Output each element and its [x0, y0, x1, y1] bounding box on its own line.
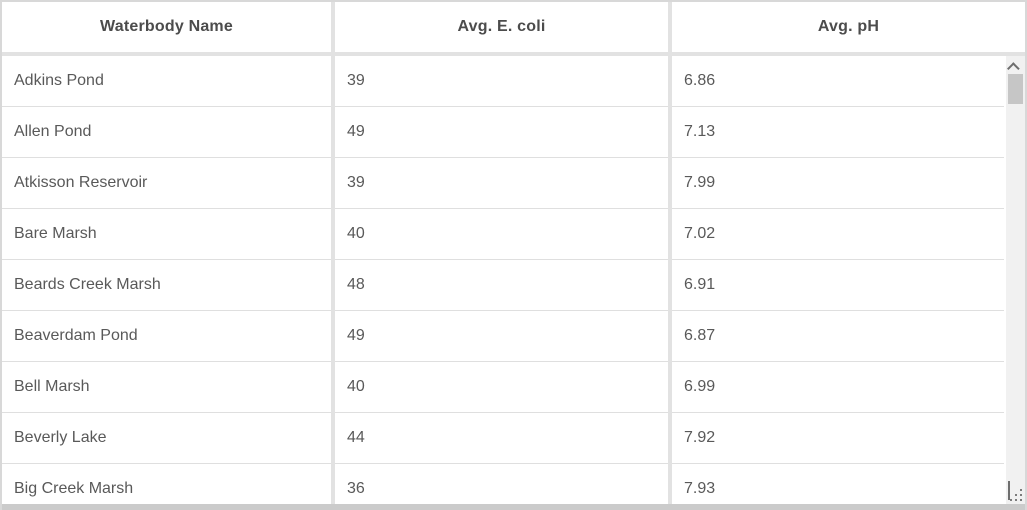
column-header-label: Avg. E. coli [457, 18, 546, 35]
cell-text: Atkisson Reservoir [14, 174, 148, 191]
cell-text: 39 [347, 72, 365, 89]
cell-avg-ph: 7.13 [672, 107, 1004, 158]
column-header-avg-ecoli[interactable]: Avg. E. coli [335, 2, 668, 52]
cell-waterbody-name: Allen Pond [2, 107, 331, 158]
cell-avg-ph: 7.93 [672, 464, 1004, 504]
table-row[interactable]: Big Creek Marsh 36 7.93 [2, 464, 1004, 504]
column-header-label: Avg. pH [817, 18, 880, 35]
table-row[interactable]: Atkisson Reservoir 39 7.99 [2, 158, 1004, 209]
cell-waterbody-name: Beaverdam Pond [2, 311, 331, 362]
cell-text: 6.91 [684, 276, 716, 293]
header-divider [2, 52, 1025, 56]
cell-text: 40 [347, 225, 365, 242]
cell-text: 6.87 [684, 327, 716, 344]
cell-avg-ph: 6.86 [672, 56, 1004, 107]
cell-avg-ph: 6.99 [672, 362, 1004, 413]
cell-text: Adkins Pond [14, 72, 104, 89]
cell-waterbody-name: Adkins Pond [2, 56, 331, 107]
cell-waterbody-name: Bell Marsh [2, 362, 331, 413]
cell-avg-ecoli: 49 [335, 107, 668, 158]
resize-grip-icon[interactable] [1010, 489, 1022, 501]
cell-avg-ecoli: 49 [335, 311, 668, 362]
cell-avg-ph: 6.91 [672, 260, 1004, 311]
cell-text: 6.99 [684, 378, 716, 395]
cell-text: 7.99 [684, 174, 716, 191]
table-row[interactable]: Beards Creek Marsh 48 6.91 [2, 260, 1004, 311]
table-row[interactable]: Bell Marsh 40 6.99 [2, 362, 1004, 413]
cell-avg-ecoli: 40 [335, 362, 668, 413]
cell-avg-ecoli: 44 [335, 413, 668, 464]
cell-text: 7.13 [684, 123, 716, 140]
table-row[interactable]: Adkins Pond 39 6.86 [2, 56, 1004, 107]
cell-text: Bare Marsh [14, 225, 97, 242]
cell-avg-ecoli: 36 [335, 464, 668, 504]
table-header-row: Waterbody Name Avg. E. coli Avg. pH [2, 2, 1025, 52]
table-row[interactable]: Beaverdam Pond 49 6.87 [2, 311, 1004, 362]
cell-text: Allen Pond [14, 123, 92, 140]
cell-text: 6.86 [684, 72, 716, 89]
cell-avg-ecoli: 39 [335, 158, 668, 209]
corner-controls [1008, 481, 1022, 501]
cell-text: 48 [347, 276, 365, 293]
cell-text: Beaverdam Pond [14, 327, 138, 344]
chevron-down-icon [1008, 481, 1010, 500]
cell-text: 7.93 [684, 480, 716, 497]
cell-text: 7.92 [684, 429, 716, 446]
cell-waterbody-name: Bare Marsh [2, 209, 331, 260]
table-row[interactable]: Bare Marsh 40 7.02 [2, 209, 1004, 260]
cell-avg-ecoli: 48 [335, 260, 668, 311]
scroll-up-button[interactable] [1006, 58, 1025, 75]
cell-text: 49 [347, 123, 365, 140]
cell-text: 36 [347, 480, 365, 497]
cell-text: 39 [347, 174, 365, 191]
scrollbar-thumb[interactable] [1008, 74, 1023, 104]
cell-avg-ph: 7.92 [672, 413, 1004, 464]
cell-waterbody-name: Beards Creek Marsh [2, 260, 331, 311]
bottom-border [2, 504, 1025, 510]
cell-avg-ph: 7.02 [672, 209, 1004, 260]
column-header-avg-ph[interactable]: Avg. pH [672, 2, 1025, 52]
cell-waterbody-name: Atkisson Reservoir [2, 158, 331, 209]
cell-waterbody-name: Big Creek Marsh [2, 464, 331, 504]
cell-text: Bell Marsh [14, 378, 90, 395]
cell-text: 40 [347, 378, 365, 395]
cell-text: 44 [347, 429, 365, 446]
cell-avg-ph: 6.87 [672, 311, 1004, 362]
table-body: Adkins Pond 39 6.86 Allen Pond 49 7.13 [2, 56, 1004, 504]
cell-avg-ecoli: 40 [335, 209, 668, 260]
column-header-waterbody-name[interactable]: Waterbody Name [2, 2, 331, 52]
cell-text: Beverly Lake [14, 429, 107, 446]
cell-avg-ph: 7.99 [672, 158, 1004, 209]
cell-text: Big Creek Marsh [14, 480, 134, 497]
cell-waterbody-name: Beverly Lake [2, 413, 331, 464]
cell-text: 7.02 [684, 225, 716, 242]
cell-text: Beards Creek Marsh [14, 276, 161, 293]
table-row[interactable]: Beverly Lake 44 7.92 [2, 413, 1004, 464]
column-header-label: Waterbody Name [100, 18, 233, 35]
table-row[interactable]: Allen Pond 49 7.13 [2, 107, 1004, 158]
cell-text: 49 [347, 327, 365, 344]
chevron-up-icon [1007, 61, 1020, 75]
vertical-scrollbar[interactable] [1004, 56, 1025, 504]
cell-avg-ecoli: 39 [335, 56, 668, 107]
